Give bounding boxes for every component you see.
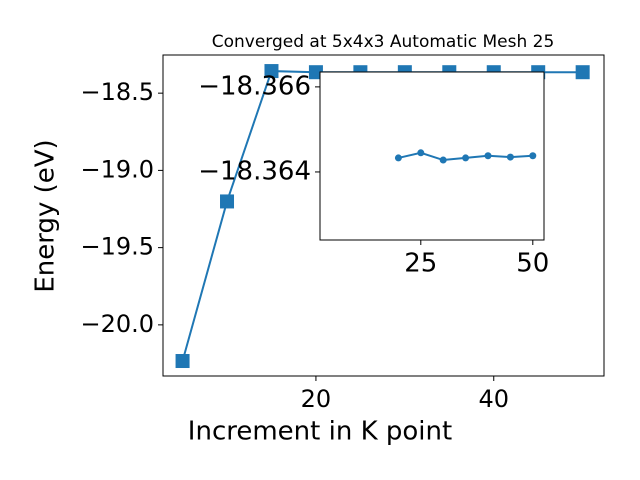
marker [394, 154, 402, 162]
marker [439, 156, 447, 164]
marker [575, 65, 590, 80]
marker [308, 65, 323, 80]
y-axis-label: Energy (eV) [31, 139, 61, 292]
x-tick-label: 40 [478, 385, 509, 413]
marker [417, 149, 425, 157]
marker [264, 64, 279, 79]
y-tick-label: −19.0 [80, 155, 154, 183]
chart-title: Converged at 5x4x3 Automatic Mesh 25 [212, 32, 555, 52]
marker [220, 194, 235, 209]
marker [529, 152, 537, 160]
marker [506, 153, 514, 161]
x-tick-label: 25 [404, 249, 437, 279]
x-tick-label: 20 [301, 385, 332, 413]
y-tick-label: −20.0 [80, 310, 154, 338]
y-tick-label: −18.5 [80, 78, 154, 106]
y-tick-label: −18.366 [198, 71, 311, 101]
marker [462, 154, 470, 162]
marker [175, 354, 190, 369]
marker [484, 152, 492, 160]
y-tick-label: −18.364 [198, 156, 311, 186]
series [394, 149, 537, 164]
x-tick-label: 50 [516, 249, 549, 279]
y-tick-label: −19.5 [80, 233, 154, 261]
x-axis-label: Increment in K point [188, 417, 452, 447]
